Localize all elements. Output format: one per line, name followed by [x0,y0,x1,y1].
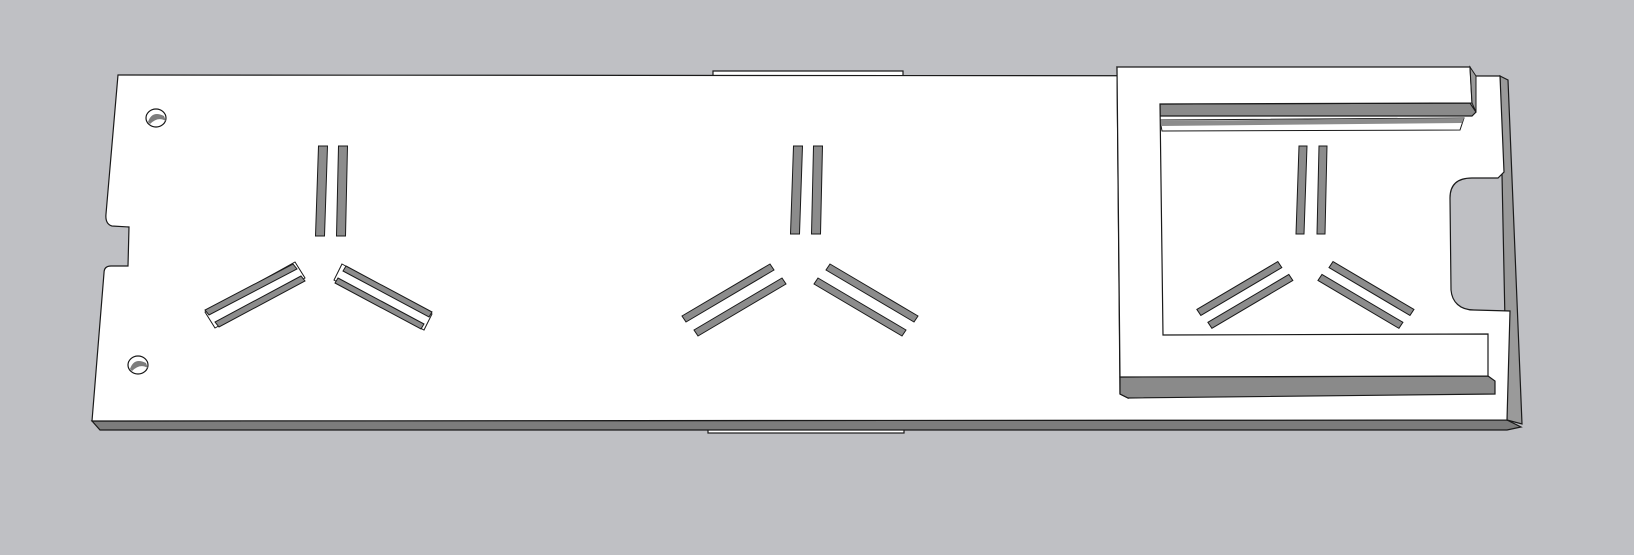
diagonal-slot-left-a [1196,260,1283,317]
diagonal-slot-left-b [1207,273,1294,329]
diagonal-slot-right-a [825,263,919,323]
vertical-slot-left [789,145,804,235]
diagonal-slot-left-b [693,277,787,337]
diagonal-slot-right-b [334,277,425,330]
diagonal-slot-right-a [342,265,433,318]
diagonal-slot-right-b [1317,273,1404,329]
left-slot-group [204,145,433,331]
vertical-slot-left [1295,145,1308,235]
vertical-slot-right [810,145,824,235]
diagonal-slot-right-b [813,277,907,337]
diagonal-slot-left-a [681,263,775,323]
mounting-hole-top [145,108,167,128]
mounting-hole-bottom [127,355,149,375]
vertical-slot-right [335,145,349,237]
diagonal-slot-right-a [1328,260,1415,317]
right-slot-group [1196,145,1415,329]
diagonal-slot-left-b [214,275,306,328]
center-slot-group [681,145,919,337]
diagonal-slot-left-a [204,263,298,316]
vertical-slot-right [1316,145,1328,235]
raised-frame [1116,65,1496,399]
vertical-slot-left [314,145,329,237]
